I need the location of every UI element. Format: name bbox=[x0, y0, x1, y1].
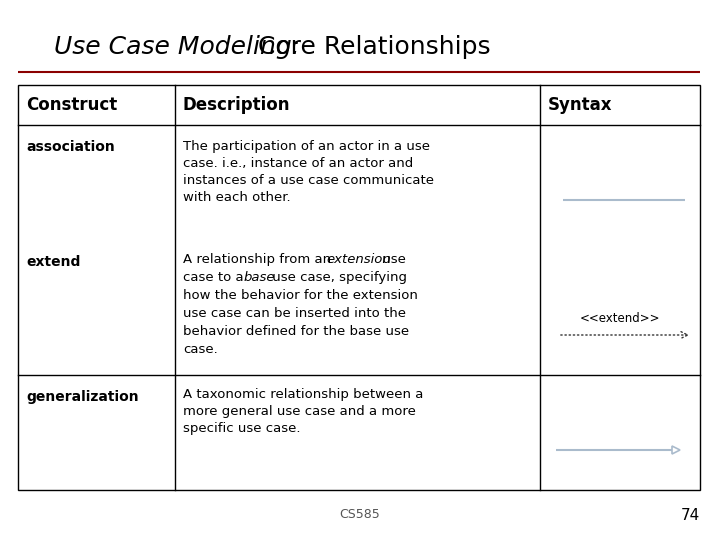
Text: Use Case Modeling:: Use Case Modeling: bbox=[54, 35, 300, 59]
Text: Construct: Construct bbox=[26, 96, 117, 114]
Bar bbox=[18, 85, 700, 490]
Text: behavior defined for the base use: behavior defined for the base use bbox=[183, 325, 409, 338]
Text: use: use bbox=[378, 253, 406, 266]
Text: base: base bbox=[244, 271, 276, 284]
Text: Description: Description bbox=[183, 96, 290, 114]
Text: case to a: case to a bbox=[183, 271, 248, 284]
Text: case.: case. bbox=[183, 343, 217, 356]
Text: Syntax: Syntax bbox=[548, 96, 613, 114]
Text: A taxonomic relationship between a
more general use case and a more
specific use: A taxonomic relationship between a more … bbox=[183, 388, 423, 435]
Text: use case can be inserted into the: use case can be inserted into the bbox=[183, 307, 406, 320]
Text: association: association bbox=[26, 140, 114, 154]
Text: CS585: CS585 bbox=[340, 509, 380, 522]
Text: extend: extend bbox=[26, 255, 81, 269]
Text: <<extend>>: <<extend>> bbox=[580, 312, 660, 325]
Polygon shape bbox=[672, 446, 680, 454]
Text: extension: extension bbox=[326, 253, 391, 266]
Text: use case, specifying: use case, specifying bbox=[268, 271, 407, 284]
Text: A relationship from an: A relationship from an bbox=[183, 253, 336, 266]
Text: generalization: generalization bbox=[26, 390, 139, 404]
Text: how the behavior for the extension: how the behavior for the extension bbox=[183, 289, 418, 302]
Text: The participation of an actor in a use
case. i.e., instance of an actor and
inst: The participation of an actor in a use c… bbox=[183, 140, 434, 204]
Text: Core Relationships: Core Relationships bbox=[250, 35, 490, 59]
Text: 74: 74 bbox=[680, 508, 700, 523]
